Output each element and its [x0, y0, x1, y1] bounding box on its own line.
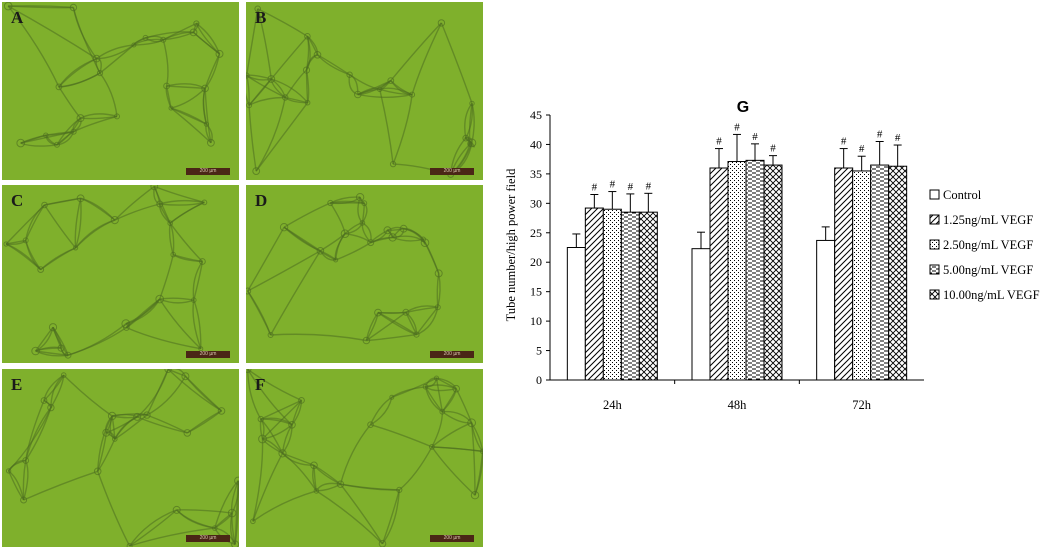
legend-label: 2.50ng/mL VEGF	[943, 238, 1033, 252]
bar	[727, 161, 747, 381]
bar	[620, 211, 640, 381]
panel-label: F	[255, 375, 266, 394]
significance-marker: #	[752, 131, 758, 143]
bar	[816, 239, 836, 381]
micrograph-image	[2, 2, 239, 180]
chart-title: G	[737, 99, 749, 116]
bar	[566, 247, 586, 381]
scale-bar: 200 µm	[430, 535, 474, 542]
significance-marker: #	[646, 180, 652, 192]
scale-bar: 200 µm	[430, 351, 474, 358]
micrograph-image	[246, 2, 483, 180]
micrograph-panel-d: D 200 µm	[246, 185, 483, 363]
scale-bar: 200 µm	[186, 351, 230, 358]
legend-swatch	[929, 264, 940, 275]
micrograph-panel-c: C 200 µm	[2, 185, 239, 363]
y-tick-label: 25	[530, 226, 542, 240]
x-tick-label: 72h	[852, 398, 872, 412]
y-tick-label: 40	[530, 137, 542, 151]
micrograph-image	[246, 185, 483, 363]
scale-bar: 200 µm	[186, 168, 230, 175]
bar	[763, 164, 783, 381]
panel-label: D	[255, 191, 268, 210]
micrograph-image	[2, 369, 239, 547]
micrograph-panel-f: F 200 µm	[246, 369, 483, 547]
legend-swatch	[929, 289, 940, 300]
bar	[638, 211, 658, 381]
bar	[870, 164, 890, 381]
bar	[602, 208, 622, 381]
legend-swatch	[929, 189, 940, 200]
y-axis-label: Tube number/high power field	[504, 168, 518, 321]
significance-marker: #	[770, 143, 776, 155]
x-tick-label: 24h	[603, 398, 623, 412]
legend-label: Control	[943, 188, 982, 202]
bar	[584, 207, 604, 381]
scale-bar: 200 µm	[186, 535, 230, 542]
bar	[709, 167, 729, 381]
micrograph-image	[246, 369, 483, 547]
legend-swatch	[929, 214, 940, 225]
y-tick-label: 15	[530, 285, 542, 299]
significance-marker: #	[859, 143, 865, 155]
legend-label: 5.00ng/mL VEGF	[943, 263, 1033, 277]
significance-marker: #	[610, 179, 616, 191]
panel-label: B	[255, 8, 267, 27]
significance-marker: #	[841, 136, 847, 148]
bar	[691, 248, 711, 381]
panel-label: C	[11, 191, 24, 210]
panel-label: E	[11, 375, 23, 394]
y-tick-label: 0	[536, 373, 542, 387]
micrograph-panel-e: E 200 µm	[2, 369, 239, 547]
legend-label: 10.00ng/mL VEGF	[943, 288, 1040, 302]
significance-marker: #	[628, 181, 634, 193]
y-tick-label: 45	[530, 108, 542, 122]
bar	[888, 165, 908, 381]
y-tick-label: 5	[536, 344, 542, 358]
bar-chart: G Tube number/high power field 0 5 10 15 20 2…	[504, 99, 1040, 412]
significance-marker: #	[895, 132, 901, 144]
scale-bar: 200 µm	[430, 168, 474, 175]
significance-marker: #	[734, 121, 740, 133]
significance-marker: #	[877, 129, 883, 141]
bar	[834, 167, 854, 381]
bar	[745, 159, 765, 381]
legend-swatch	[929, 239, 940, 250]
x-tick-label: 48h	[728, 398, 748, 412]
y-tick-label: 10	[530, 314, 542, 328]
panel-label: A	[11, 8, 24, 27]
legend: Control 1.25ng/mL VEGF 2.50ng/mL VEGF 5.00n…	[929, 188, 1040, 302]
legend-label: 1.25ng/mL VEGF	[943, 213, 1033, 227]
significance-marker: #	[592, 182, 598, 194]
y-tick-label: 30	[530, 196, 542, 210]
significance-marker: #	[716, 136, 722, 148]
micrograph-panel-b: B 200 µm	[246, 2, 483, 180]
micrograph-image	[2, 185, 239, 363]
y-tick-label: 35	[530, 167, 542, 181]
bar	[852, 170, 872, 381]
y-tick-label: 20	[530, 255, 542, 269]
micrograph-panel-a: A 200 µm	[2, 2, 239, 180]
